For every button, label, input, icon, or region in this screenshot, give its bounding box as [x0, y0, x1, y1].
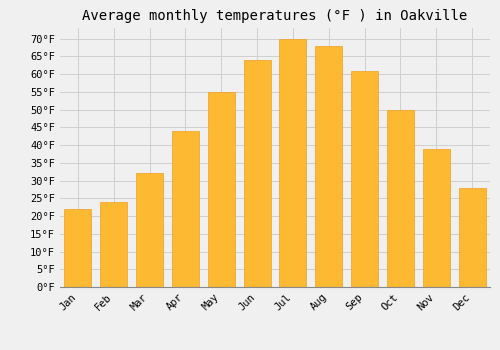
- Bar: [136, 174, 163, 287]
- Title: Average monthly temperatures (°F ) in Oakville: Average monthly temperatures (°F ) in Oa…: [82, 9, 468, 23]
- Bar: [64, 209, 92, 287]
- Bar: [280, 38, 306, 287]
- Bar: [316, 46, 342, 287]
- Bar: [244, 60, 270, 287]
- Bar: [387, 110, 414, 287]
- Bar: [458, 188, 485, 287]
- Bar: [100, 202, 127, 287]
- Bar: [423, 149, 450, 287]
- Bar: [172, 131, 199, 287]
- Bar: [208, 92, 234, 287]
- Bar: [351, 71, 378, 287]
